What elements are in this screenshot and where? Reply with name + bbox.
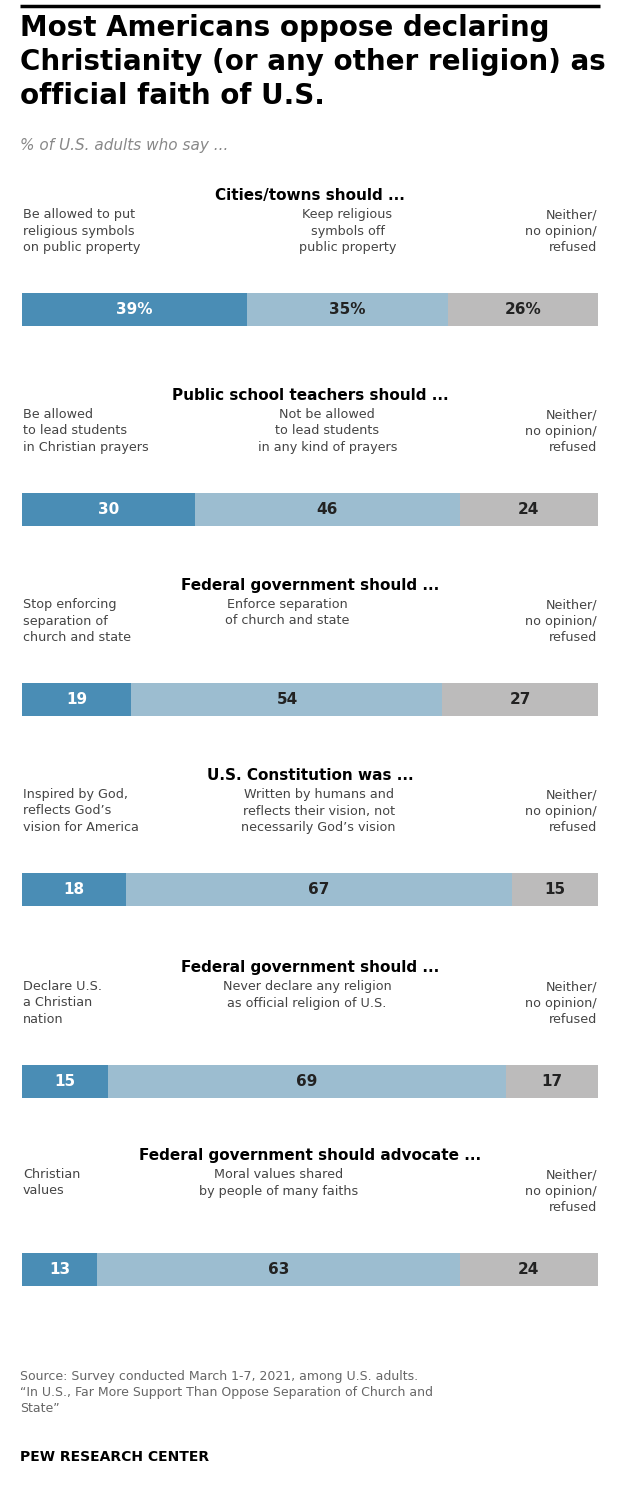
Text: Neither/
no opinion/
refused: Neither/ no opinion/ refused (525, 408, 597, 454)
Text: “In U.S., Far More Support Than Oppose Separation of Church and: “In U.S., Far More Support Than Oppose S… (20, 1386, 433, 1400)
Bar (448, 292, 598, 326)
Bar (512, 873, 598, 906)
Bar (126, 873, 511, 906)
Text: % of U.S. adults who say ...: % of U.S. adults who say ... (20, 138, 228, 153)
Text: Most Americans oppose declaring: Most Americans oppose declaring (20, 13, 549, 42)
Bar (460, 494, 598, 526)
Text: Not be allowed
to lead students
in any kind of prayers: Not be allowed to lead students in any k… (257, 408, 397, 454)
Text: 39%: 39% (116, 302, 153, 316)
Text: Federal government should ...: Federal government should ... (181, 960, 439, 975)
Bar (97, 1252, 460, 1286)
Bar (22, 292, 247, 326)
Text: Neither/
no opinion/
refused: Neither/ no opinion/ refused (525, 209, 597, 254)
Text: Inspired by God,
reflects God’s
vision for America: Inspired by God, reflects God’s vision f… (23, 788, 139, 834)
Text: Keep religious
symbols off
public property: Keep religious symbols off public proper… (299, 209, 396, 254)
Text: 18: 18 (63, 882, 84, 897)
Text: Christianity (or any other religion) as: Christianity (or any other religion) as (20, 48, 606, 76)
Text: 27: 27 (510, 692, 531, 706)
Text: Enforce separation
of church and state: Enforce separation of church and state (225, 598, 349, 627)
Text: Public school teachers should ...: Public school teachers should ... (172, 388, 448, 404)
Bar (506, 1065, 598, 1098)
Text: 63: 63 (268, 1262, 289, 1276)
Text: Federal government should advocate ...: Federal government should advocate ... (139, 1148, 481, 1162)
Text: 30: 30 (98, 503, 119, 518)
Bar (247, 292, 448, 326)
Bar (22, 494, 195, 526)
Text: Federal government should ...: Federal government should ... (181, 578, 439, 592)
Text: 54: 54 (277, 692, 298, 706)
Text: U.S. Constitution was ...: U.S. Constitution was ... (206, 768, 414, 783)
Bar (443, 682, 598, 716)
Bar (22, 1252, 97, 1286)
Text: Neither/
no opinion/
refused: Neither/ no opinion/ refused (525, 1168, 597, 1214)
Text: Cities/towns should ...: Cities/towns should ... (215, 188, 405, 202)
Bar (22, 873, 126, 906)
Text: Source: Survey conducted March 1-7, 2021, among U.S. adults.: Source: Survey conducted March 1-7, 2021… (20, 1370, 418, 1383)
Text: 15: 15 (55, 1074, 76, 1089)
Text: 24: 24 (518, 503, 539, 518)
Text: 26%: 26% (505, 302, 541, 316)
Text: 46: 46 (317, 503, 338, 518)
Text: Neither/
no opinion/
refused: Neither/ no opinion/ refused (525, 980, 597, 1026)
Text: 19: 19 (66, 692, 87, 706)
Text: Written by humans and
reflects their vision, not
necessarily God’s vision: Written by humans and reflects their vis… (241, 788, 396, 834)
Text: Never declare any religion
as official religion of U.S.: Never declare any religion as official r… (223, 980, 391, 1010)
Text: State”: State” (20, 1402, 60, 1414)
Text: Neither/
no opinion/
refused: Neither/ no opinion/ refused (525, 788, 597, 834)
Text: Be allowed
to lead students
in Christian prayers: Be allowed to lead students in Christian… (23, 408, 149, 454)
Bar (108, 1065, 506, 1098)
Text: 17: 17 (541, 1074, 562, 1089)
Text: Moral values shared
by people of many faiths: Moral values shared by people of many fa… (198, 1168, 358, 1197)
Text: 24: 24 (518, 1262, 539, 1276)
Text: Neither/
no opinion/
refused: Neither/ no opinion/ refused (525, 598, 597, 644)
Bar (460, 1252, 598, 1286)
Bar (131, 682, 443, 716)
Text: 35%: 35% (329, 302, 366, 316)
Text: Be allowed to put
religious symbols
on public property: Be allowed to put religious symbols on p… (23, 209, 140, 254)
Text: official faith of U.S.: official faith of U.S. (20, 82, 325, 110)
Text: 13: 13 (49, 1262, 70, 1276)
Bar (195, 494, 460, 526)
Text: 69: 69 (296, 1074, 318, 1089)
Text: PEW RESEARCH CENTER: PEW RESEARCH CENTER (20, 1450, 209, 1464)
Text: Declare U.S.
a Christian
nation: Declare U.S. a Christian nation (23, 980, 102, 1026)
Text: 15: 15 (544, 882, 565, 897)
Bar (22, 1065, 108, 1098)
Text: 67: 67 (308, 882, 329, 897)
Text: Christian
values: Christian values (23, 1168, 81, 1197)
Bar (22, 682, 131, 716)
Text: Stop enforcing
separation of
church and state: Stop enforcing separation of church and … (23, 598, 131, 644)
